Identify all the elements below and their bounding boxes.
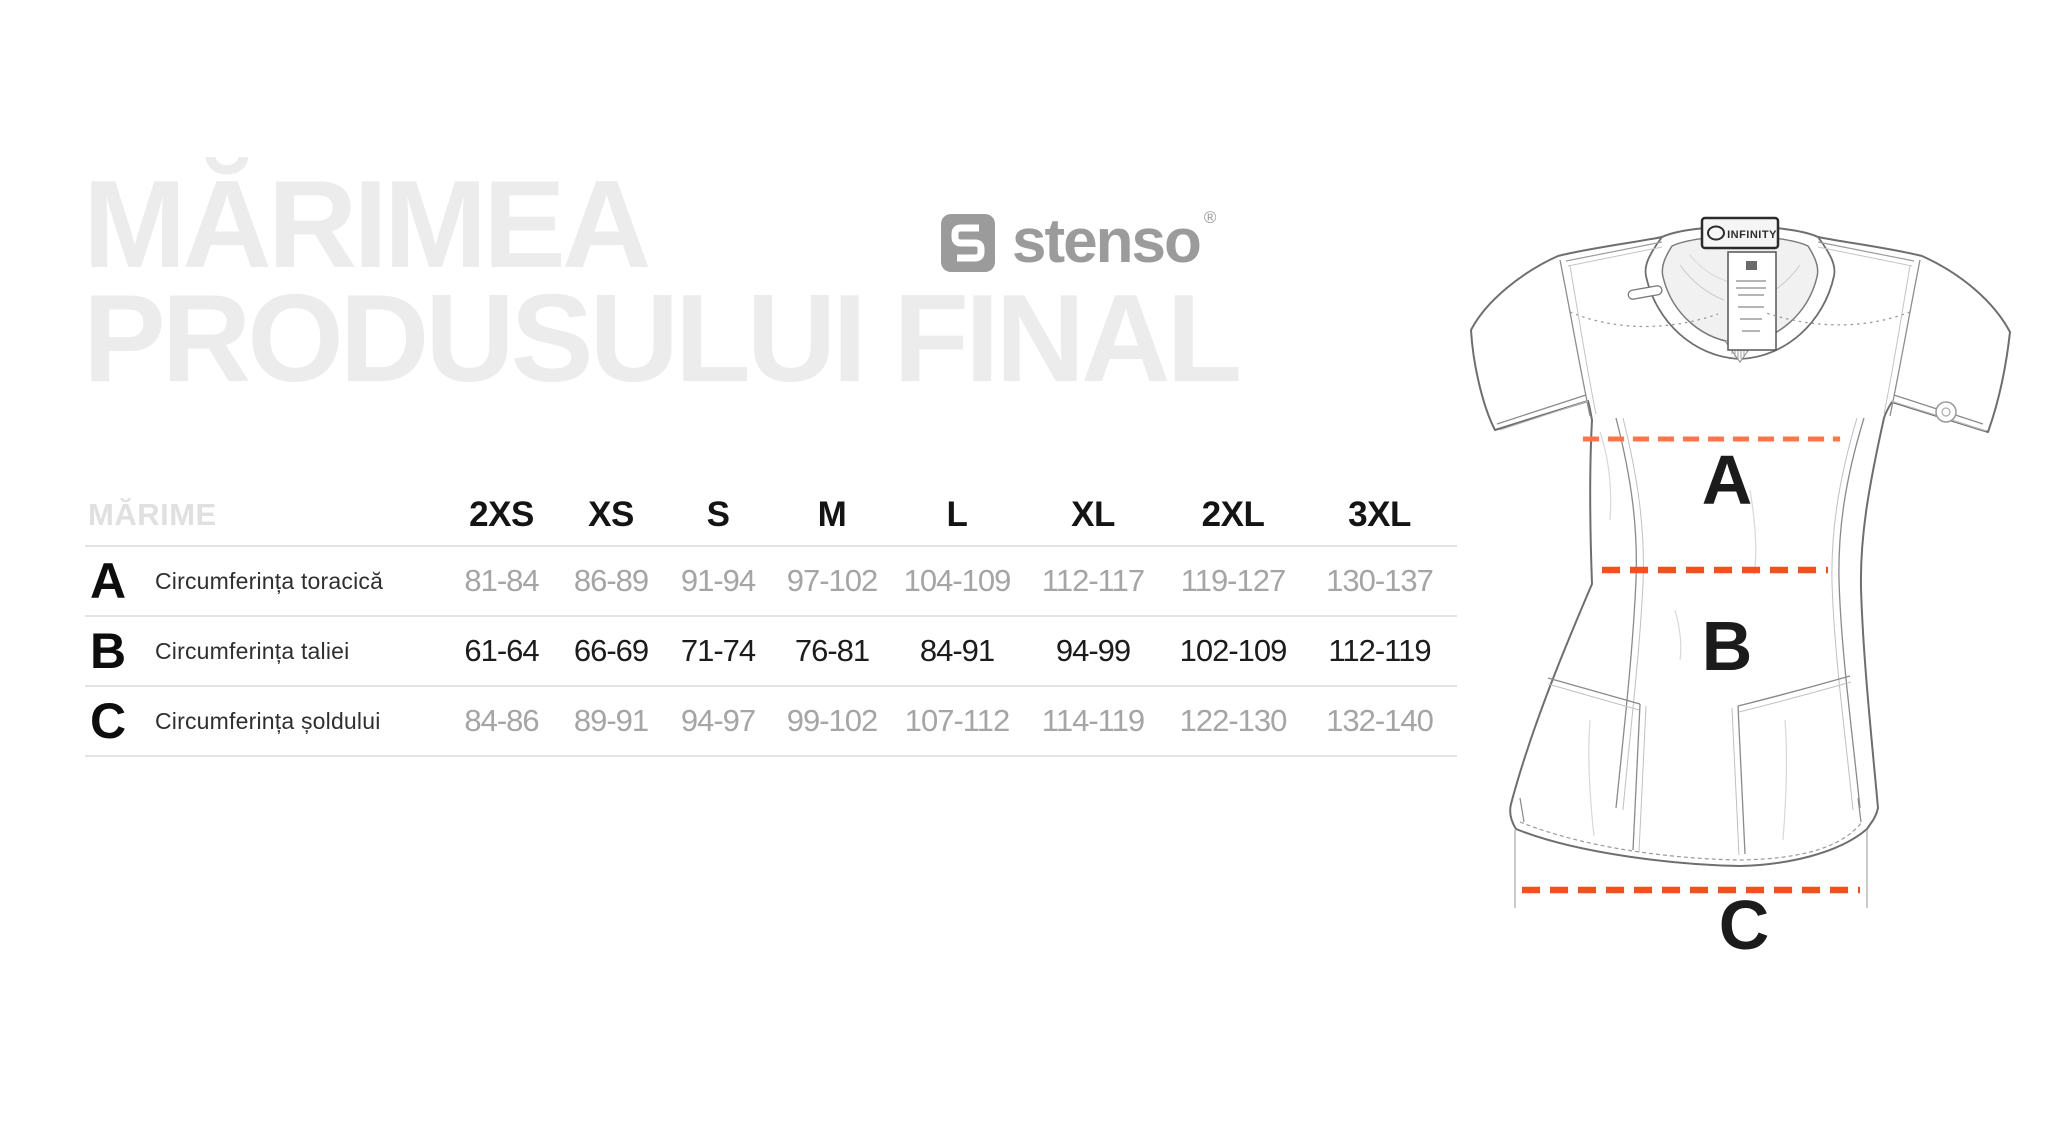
row-letter-a: A <box>90 553 127 609</box>
side-slits <box>1519 797 1862 823</box>
hip-value-xs: 89-91 <box>573 703 649 738</box>
wrinkle-lines <box>1588 431 1788 841</box>
registered-trademark-symbol: ® <box>1203 208 1217 227</box>
garment-illustration: INFINITY <box>1440 160 2040 995</box>
size-table: MĂRIME 2XS XS S M L XL 2XL 3XL A Circumf… <box>85 485 1457 757</box>
chest-value-xs: 86-89 <box>573 563 649 598</box>
waist-value-s: 71-74 <box>680 633 756 668</box>
watermark-title-line2: PRODUSULUI FINAL <box>83 270 1242 408</box>
chest-measure-label: A <box>1702 441 1753 519</box>
row-letter-c: C <box>90 693 127 749</box>
stenso-s-icon <box>941 214 995 272</box>
size-column-header-2xs: 2XS <box>469 495 534 534</box>
princess-seams <box>1615 417 1865 811</box>
hip-value-2xs: 84-86 <box>464 703 539 738</box>
brand-logo: stenso ® <box>941 207 1216 276</box>
chest-value-2xl: 119-127 <box>1180 563 1286 598</box>
hip-value-s: 94-97 <box>680 703 756 738</box>
waist-value-m: 76-81 <box>794 633 870 668</box>
waist-value-3xl: 112-119 <box>1328 633 1431 668</box>
waist-value-xs: 66-69 <box>573 633 649 668</box>
watermark-title: MĂRIMEA PRODUSULUI FINAL <box>83 156 1242 408</box>
row-letter-b: B <box>90 623 127 679</box>
size-column-header-xs: XS <box>588 495 634 534</box>
chest-value-s: 91-94 <box>680 563 756 598</box>
hip-value-3xl: 132-140 <box>1326 703 1434 738</box>
hip-pockets <box>1547 675 1852 856</box>
waist-value-2xl: 102-109 <box>1179 633 1288 668</box>
sleeve-logo-patch <box>1935 401 1957 423</box>
hip-measure-guides <box>1514 830 1868 908</box>
neck-tag-text: INFINITY <box>1727 229 1777 241</box>
neck-brand-tag <box>1700 216 1780 250</box>
yoke-seams <box>1569 311 1911 328</box>
waist-measure-label: B <box>1702 607 1753 685</box>
garment-outline <box>1470 225 2011 867</box>
chest-value-xl: 112-117 <box>1041 563 1145 598</box>
hip-measure-label: C <box>1719 886 1770 964</box>
size-column-header-2xl: 2XL <box>1201 495 1265 534</box>
shoulder-seams <box>1565 241 1915 267</box>
chest-value-3xl: 130-137 <box>1326 563 1434 598</box>
brand-name: stenso <box>1012 207 1202 276</box>
hanger-loop <box>1627 285 1663 300</box>
row-label-hip: Circumferința șoldului <box>155 707 381 734</box>
size-column-header-3xl: 3XL <box>1348 495 1411 534</box>
hip-value-xl: 114-119 <box>1041 703 1145 738</box>
size-column-header-xl: XL <box>1071 495 1115 534</box>
size-table-title: MĂRIME <box>88 497 217 532</box>
armhole-seams <box>1559 259 1921 417</box>
chest-value-l: 104-109 <box>903 563 1012 598</box>
chest-value-2xs: 81-84 <box>464 563 539 598</box>
scrub-top-sketch: INFINITY <box>1470 216 2011 964</box>
waist-value-l: 84-91 <box>919 633 995 668</box>
tag-logo-icon <box>1707 225 1725 241</box>
table-row-hip: C Circumferința șoldului 84-86 89-91 94-… <box>85 687 1457 757</box>
waist-value-xl: 94-99 <box>1055 633 1131 668</box>
table-row-waist: B Circumferința taliei 61-64 66-69 71-74… <box>85 617 1457 687</box>
size-table-header-row: MĂRIME 2XS XS S M L XL 2XL 3XL <box>85 485 1457 547</box>
hip-value-2xl: 122-130 <box>1179 703 1288 738</box>
row-label-waist: Circumferința taliei <box>155 637 350 664</box>
row-label-chest: Circumferința toracică <box>155 567 384 594</box>
chest-value-m: 97-102 <box>786 563 879 598</box>
watermark-title-line1: MĂRIMEA <box>83 156 651 294</box>
table-row-chest: A Circumferința toracică 81-84 86-89 91-… <box>85 547 1457 617</box>
size-column-header-s: S <box>706 495 730 534</box>
hem-stitching <box>1519 821 1863 861</box>
size-label-print <box>1736 261 1766 332</box>
size-column-header-m: M <box>817 495 847 534</box>
hip-value-l: 107-112 <box>904 703 1010 738</box>
waist-value-2xs: 61-64 <box>464 633 539 668</box>
hip-value-m: 99-102 <box>786 703 879 738</box>
size-column-header-l: L <box>946 495 968 534</box>
